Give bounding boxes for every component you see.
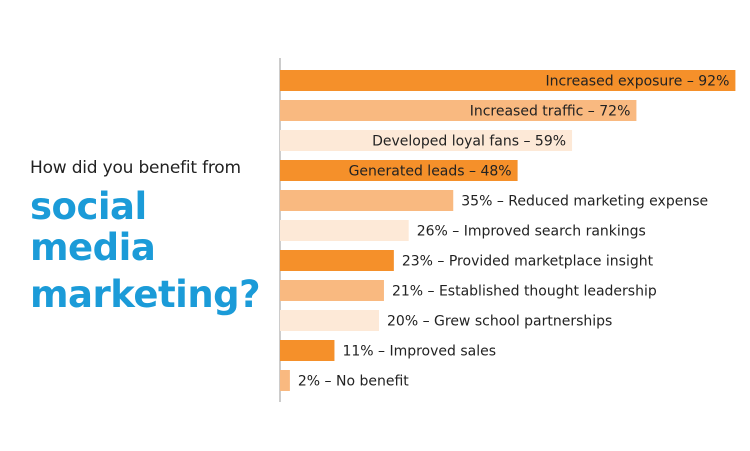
bar-2 [280,100,637,121]
heading-line-2: marketing? [30,273,261,316]
bar-label-7: 23% – Provided marketplace insight [402,254,654,270]
bar-label-6: 26% – Improved search rankings [417,224,646,240]
bar-label-11: 2% – No benefit [298,374,409,390]
bar-label-8: 21% – Established thought leadership [392,284,657,300]
bar-label-4: Generated leads – 48% [349,164,512,180]
bar-9 [280,310,379,331]
bar-11 [280,370,290,391]
heading-line-1: social media [30,185,156,269]
bar-6 [280,220,409,241]
bar-label-2: Increased traffic – 72% [470,104,631,120]
bar-label-5: 35% – Reduced marketing expense [461,194,708,210]
bar-10 [280,340,335,361]
bar-label-3: Developed loyal fans – 59% [372,134,566,150]
bar-4 [280,160,518,181]
bar-5 [280,190,454,211]
bar-label-10: 11% – Improved sales [342,344,496,360]
bar-7 [280,250,394,271]
bar-label-9: 20% – Grew school partnerships [387,314,612,330]
heading-lead: How did you benefit from [30,158,241,178]
chart-heading: How did you benefit from social media ma… [30,156,270,315]
bar-3 [280,130,573,151]
bar-label-1: Increased exposure – 92% [545,74,729,90]
bar-group: Increased exposure – 92% Increased traffi… [280,70,736,391]
bar-1 [280,70,736,91]
bar-8 [280,280,384,301]
